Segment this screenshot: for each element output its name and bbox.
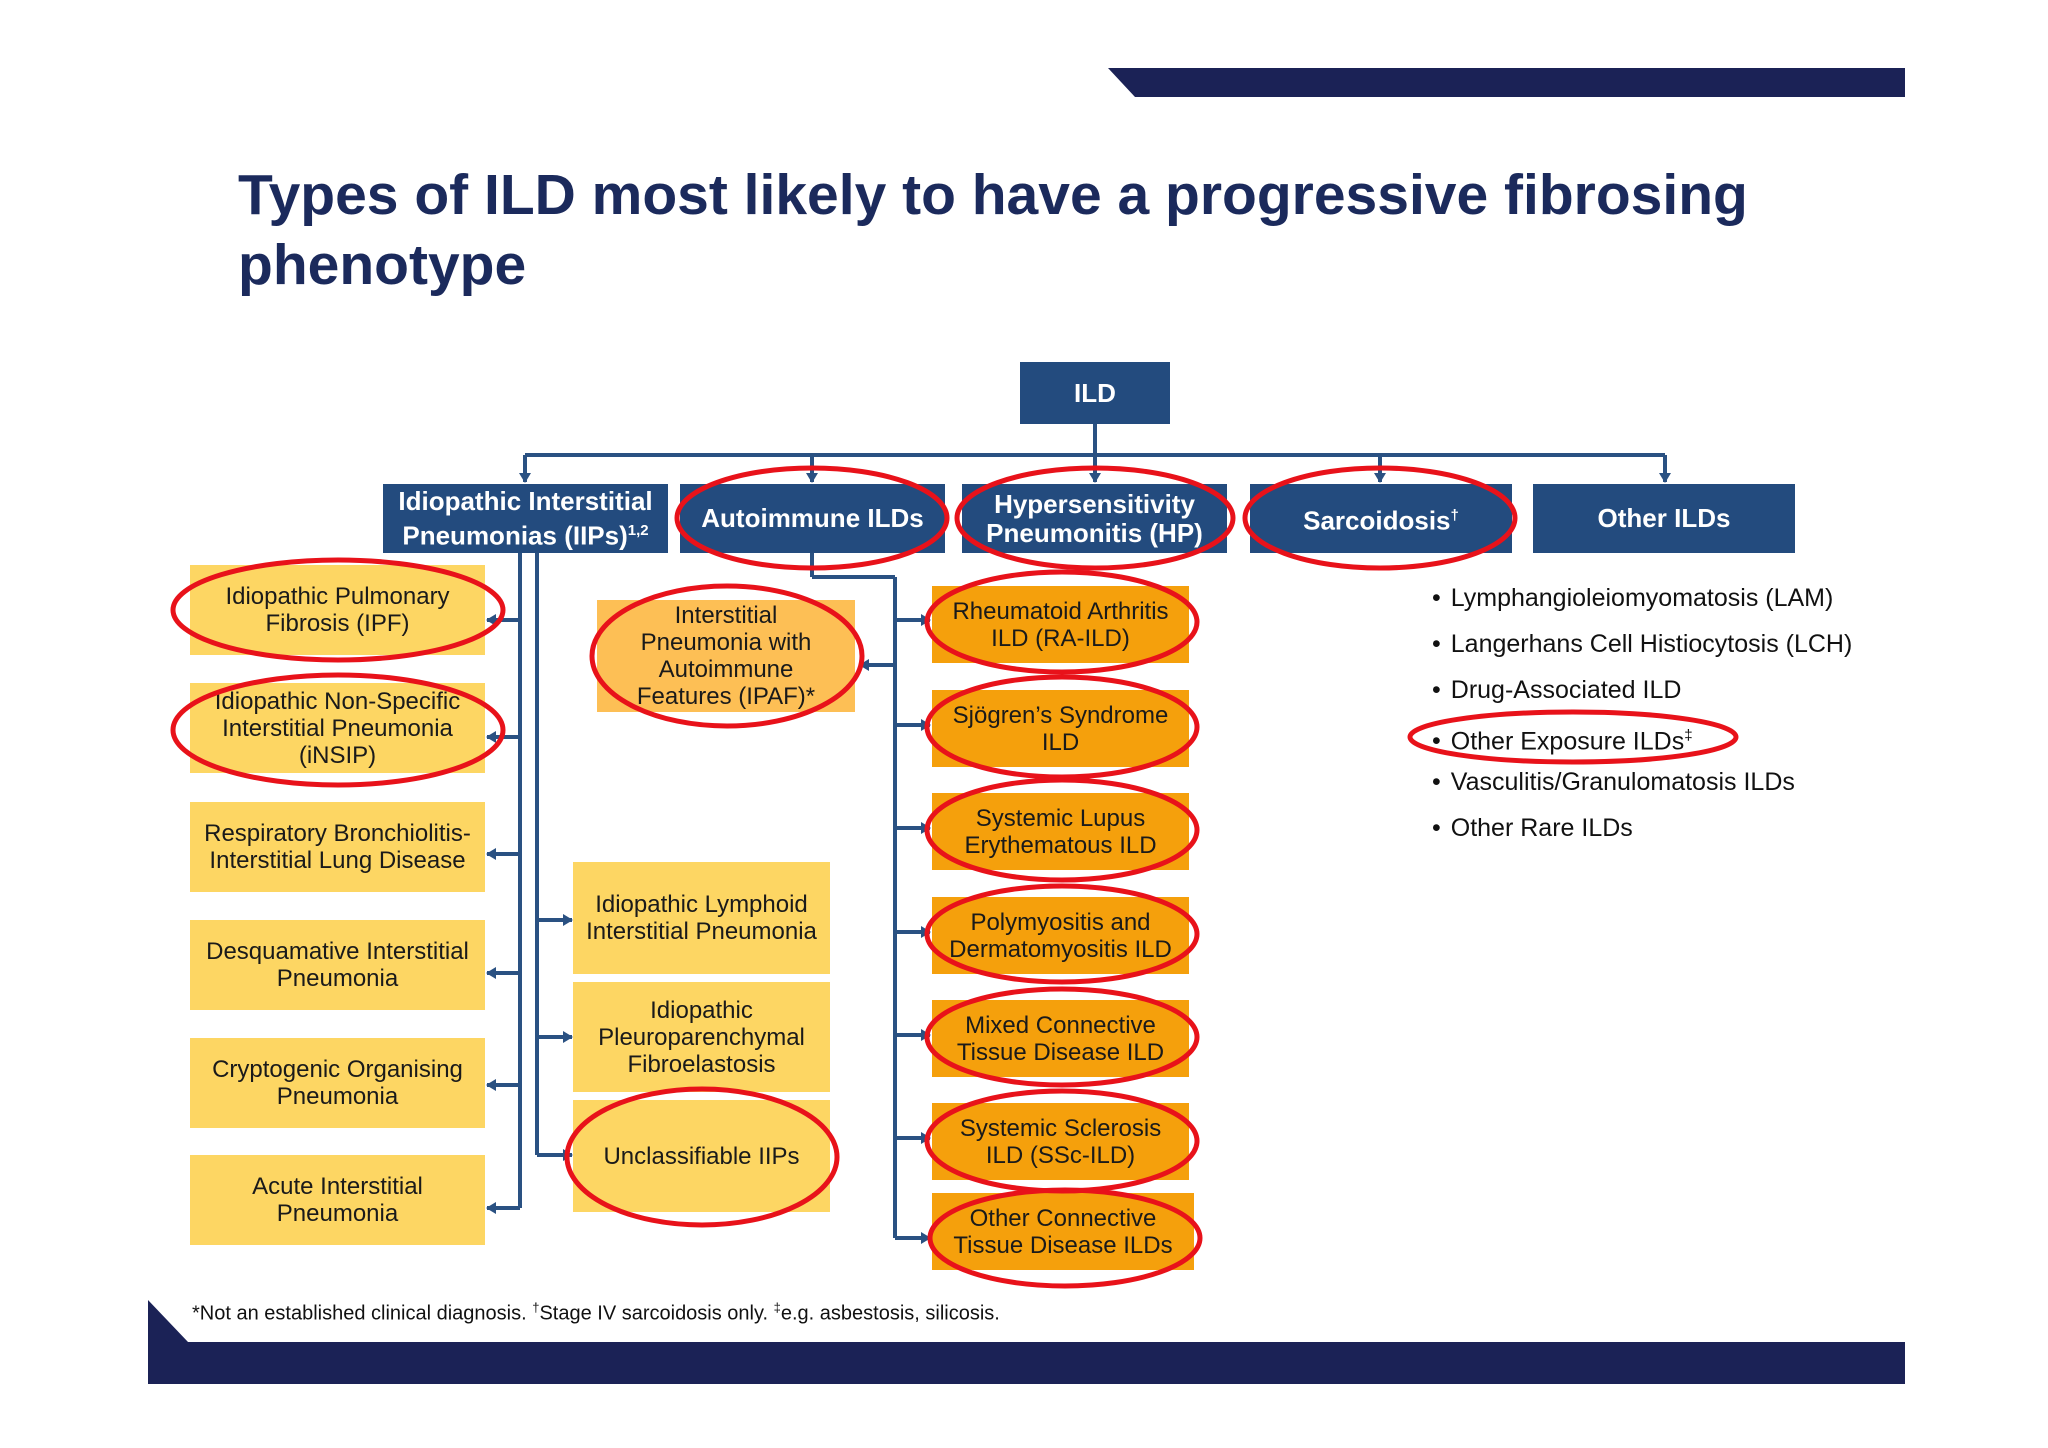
category-hp-label: Hypersensitivity Pneumonitis (HP) bbox=[986, 488, 1203, 548]
iip-left-label-1: Idiopathic Pulmonary Fibrosis (IPF) bbox=[225, 583, 450, 637]
category-sarcoidosis-sup: † bbox=[1450, 507, 1459, 525]
iip-left-box-1: Idiopathic Pulmonary Fibrosis (IPF) bbox=[190, 565, 485, 655]
category-hp: Hypersensitivity Pneumonitis (HP) bbox=[962, 484, 1227, 553]
category-iips-label: Idiopathic Interstitial Pneumonias (IIPs… bbox=[398, 485, 653, 551]
other-ild-item-2: Langerhans Cell Histiocytosis (LCH) bbox=[1432, 626, 1853, 672]
autoimmune-label-2: Sjögren’s Syndrome ILD bbox=[952, 701, 1169, 756]
category-autoimmune: Autoimmune ILDs bbox=[680, 484, 945, 553]
autoimmune-label-5: Mixed Connective Tissue Disease ILD bbox=[956, 1011, 1165, 1066]
iip-left-box-3: Respiratory Bronchiolitis- Interstitial … bbox=[190, 802, 485, 892]
iip-left-label-5: Cryptogenic Organising Pneumonia bbox=[212, 1056, 463, 1110]
autoimmune-box-3: Systemic Lupus Erythematous ILD bbox=[932, 793, 1189, 870]
slide-title: Types of ILD most likely to have a progr… bbox=[238, 163, 1748, 297]
iip-left-label-3: Respiratory Bronchiolitis- Interstitial … bbox=[204, 820, 471, 874]
iip-left-label-2: Idiopathic Non-Specific Interstitial Pne… bbox=[214, 687, 461, 769]
autoimmune-box-2: Sjögren’s Syndrome ILD bbox=[932, 690, 1189, 767]
other-ild-item-3: Drug-Associated ILD bbox=[1432, 672, 1852, 718]
category-other: Other ILDs bbox=[1533, 484, 1795, 553]
iip-right-label-1: Idiopathic Lymphoid Interstitial Pneumon… bbox=[586, 891, 817, 945]
iip-right-box-3: Unclassifiable IIPs bbox=[573, 1100, 830, 1212]
autoimmune-box-1: Rheumatoid Arthritis ILD (RA-ILD) bbox=[932, 586, 1189, 663]
ild-root-label: ILD bbox=[1074, 377, 1116, 408]
other-ild-item-6: Other Rare ILDs bbox=[1432, 810, 1852, 856]
iip-right-box-2: Idiopathic Pleuroparenchymal Fibroelasto… bbox=[573, 982, 830, 1092]
ipaf-box: Interstitial Pneumonia with Autoimmune F… bbox=[597, 600, 855, 712]
iip-left-box-4: Desquamative Interstitial Pneumonia bbox=[190, 920, 485, 1010]
autoimmune-label-7: Other Connective Tissue Disease ILDs bbox=[953, 1204, 1173, 1259]
autoimmune-label-3: Systemic Lupus Erythematous ILD bbox=[964, 804, 1157, 859]
autoimmune-box-7: Other Connective Tissue Disease ILDs bbox=[932, 1193, 1194, 1270]
other-ild-item-4: Other Exposure ILDs‡ bbox=[1432, 718, 1852, 764]
autoimmune-label-6: Systemic Sclerosis ILD (SSc-ILD) bbox=[959, 1114, 1162, 1169]
iip-left-box-2: Idiopathic Non-Specific Interstitial Pne… bbox=[190, 683, 485, 773]
other-ild-item-4-sup: ‡ bbox=[1684, 727, 1693, 744]
iip-right-label-3: Unclassifiable IIPs bbox=[603, 1142, 800, 1170]
top-banner bbox=[1108, 68, 1905, 97]
ild-root-box: ILD bbox=[1020, 362, 1170, 424]
category-sarcoidosis: Sarcoidosis† bbox=[1250, 484, 1512, 553]
ipaf-label: Interstitial Pneumonia with Autoimmune F… bbox=[636, 602, 816, 710]
iip-left-box-5: Cryptogenic Organising Pneumonia bbox=[190, 1038, 485, 1128]
category-iips: Idiopathic Interstitial Pneumonias (IIPs… bbox=[383, 484, 668, 553]
autoimmune-label-1: Rheumatoid Arthritis ILD (RA-ILD) bbox=[952, 597, 1169, 652]
other-ild-item-5: Vasculitis/Granulomatosis ILDs bbox=[1432, 764, 1852, 810]
iip-right-box-1: Idiopathic Lymphoid Interstitial Pneumon… bbox=[573, 862, 830, 974]
autoimmune-label-4: Polymyositis and Dermatomyositis ILD bbox=[949, 908, 1172, 963]
iip-right-label-2: Idiopathic Pleuroparenchymal Fibroelasto… bbox=[598, 996, 805, 1078]
iip-left-label-4: Desquamative Interstitial Pneumonia bbox=[206, 938, 469, 992]
category-sarcoidosis-label: Sarcoidosis bbox=[1303, 505, 1451, 536]
iip-left-label-6: Acute Interstitial Pneumonia bbox=[252, 1173, 423, 1227]
other-ilds-list: Lymphangioleiomyomatosis (LAM) Langerhan… bbox=[1432, 580, 1853, 856]
autoimmune-box-6: Systemic Sclerosis ILD (SSc-ILD) bbox=[932, 1103, 1189, 1180]
category-autoimmune-label: Autoimmune ILDs bbox=[701, 503, 924, 533]
iip-left-box-6: Acute Interstitial Pneumonia bbox=[190, 1155, 485, 1245]
autoimmune-box-5: Mixed Connective Tissue Disease ILD bbox=[932, 1000, 1189, 1077]
autoimmune-box-4: Polymyositis and Dermatomyositis ILD bbox=[932, 897, 1189, 974]
footnote: *Not an established clinical diagnosis. … bbox=[192, 1300, 1000, 1325]
other-ild-item-1: Lymphangioleiomyomatosis (LAM) bbox=[1432, 580, 1852, 626]
category-other-label: Other ILDs bbox=[1597, 503, 1731, 533]
category-iips-sup: 1,2 bbox=[627, 521, 649, 539]
